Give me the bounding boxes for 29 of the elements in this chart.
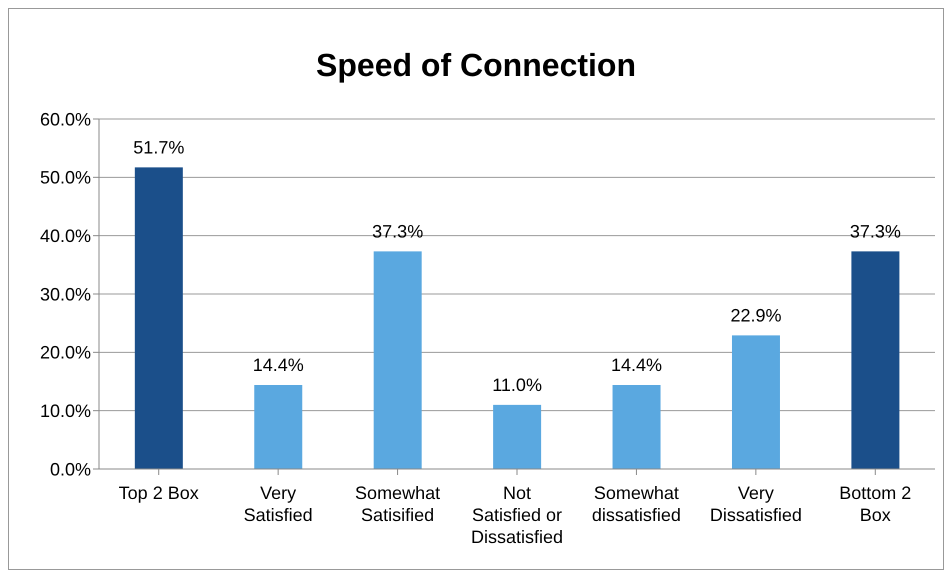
bar [493,404,542,469]
x-tick-label: Bottom 2 Box [839,483,912,525]
y-tick-label: 40.0% [40,226,91,246]
bar [612,385,661,469]
y-tick-label: 10.0% [40,401,91,422]
data-label: 14.4% [611,355,662,375]
x-tick-label: Somewhat dissatisfied [592,483,681,525]
y-tick-label: 0.0% [50,459,91,480]
chart-title: Speed of Connection [315,47,637,84]
bar [374,251,422,469]
data-label: 37.3% [372,221,424,242]
y-tick-label: 30.0% [40,284,91,304]
bar [134,167,183,469]
bar [851,251,900,469]
data-label: 37.3% [850,221,901,242]
y-tick-label: 60.0% [40,109,91,130]
data-label: 14.4% [252,355,304,375]
x-tick-label: Not Satisfied or Dissatisfied [470,483,564,547]
x-tick-label: Somewhat Satisified [355,483,440,525]
bar [732,335,780,469]
y-tick-label: 20.0% [40,342,91,363]
y-tick-label: 50.0% [40,168,91,188]
data-label: 51.7% [133,137,184,158]
x-tick-label: Very Satisfied [244,483,313,525]
bar [254,385,302,469]
x-tick-label: Very Dissatisfied [710,483,802,525]
data-label: 11.0% [492,374,542,395]
x-tick-label: Top 2 Box [118,483,199,503]
data-label: 22.9% [730,305,782,326]
